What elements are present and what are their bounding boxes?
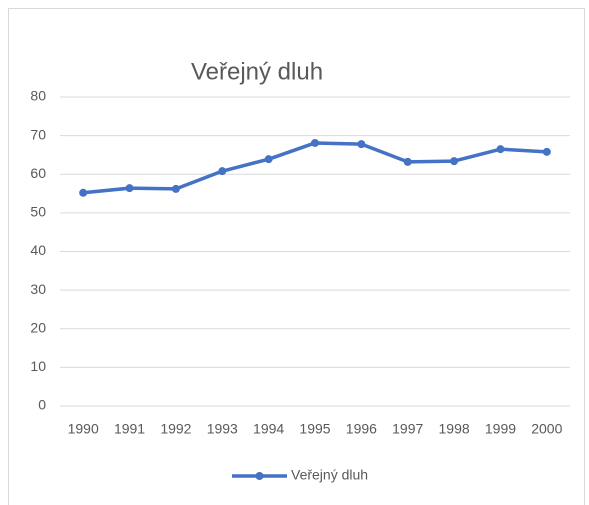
y-tick-label: 40	[30, 242, 46, 258]
data-point	[450, 157, 459, 166]
x-tick-label: 1992	[160, 421, 191, 437]
y-tick-label: 50	[30, 204, 46, 220]
data-point	[357, 140, 366, 149]
data-point	[171, 184, 180, 193]
x-tick-label: 1999	[485, 421, 516, 437]
x-tick-label: 1998	[439, 421, 470, 437]
x-tick-label: 1997	[392, 421, 423, 437]
y-tick-label: 60	[30, 165, 46, 181]
legend-label: Veřejný dluh	[291, 467, 368, 483]
data-point	[125, 184, 134, 193]
x-tick-label: 1993	[207, 421, 238, 437]
data-point	[496, 145, 505, 154]
chart-frame	[8, 8, 585, 505]
y-tick-label: 20	[30, 319, 46, 335]
data-point	[264, 155, 273, 164]
x-tick-label: 1995	[299, 421, 330, 437]
chart-title: Veřejný dluh	[191, 58, 323, 85]
x-tick-label: 1991	[114, 421, 145, 437]
y-tick-label: 10	[30, 358, 46, 374]
y-tick-label: 0	[38, 397, 46, 413]
x-tick-label: 1990	[68, 421, 99, 437]
data-point	[79, 188, 88, 197]
data-point	[311, 138, 319, 147]
y-tick-label: 70	[30, 126, 46, 142]
x-tick-label: 2000	[531, 421, 562, 437]
y-tick-label: 30	[30, 281, 46, 297]
data-point	[542, 147, 551, 156]
y-tick-label: 80	[30, 88, 46, 104]
x-tick-label: 1994	[253, 421, 284, 437]
data-point	[218, 167, 227, 176]
x-tick-label: 1996	[346, 421, 377, 437]
legend-marker	[255, 472, 264, 480]
data-point	[403, 157, 412, 166]
